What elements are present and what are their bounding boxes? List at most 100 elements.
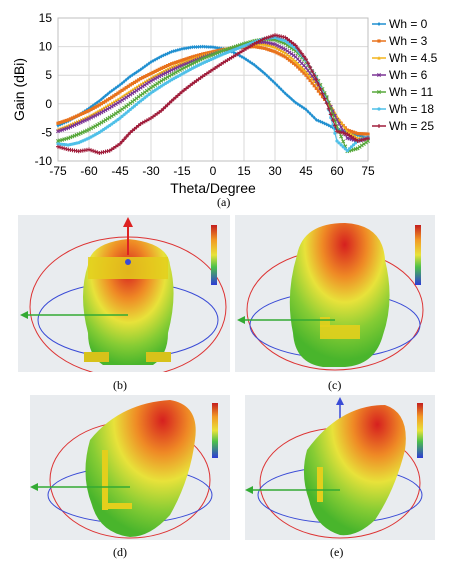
- data-point: [362, 132, 366, 136]
- data-point: [120, 81, 124, 86]
- data-point: [182, 65, 187, 70]
- caption-e: (e): [330, 545, 344, 559]
- data-point: [89, 104, 93, 109]
- data-point: [170, 49, 174, 54]
- series-wh-25: [56, 33, 370, 155]
- data-point: [265, 73, 269, 78]
- data-point: [200, 74, 205, 79]
- data-point: [273, 42, 277, 47]
- data-point: [320, 91, 325, 96]
- data-point: [93, 149, 98, 154]
- data-point: [275, 83, 279, 88]
- data-point: [184, 64, 189, 69]
- data-point: [149, 78, 153, 83]
- data-point: [159, 78, 164, 83]
- data-point: [75, 114, 79, 118]
- data-point: [273, 50, 277, 54]
- data-point: [58, 120, 62, 125]
- data-point: [188, 55, 192, 60]
- data-point: [174, 60, 178, 64]
- data-point: [308, 65, 313, 70]
- data-point: [142, 119, 147, 124]
- data-point: [120, 139, 125, 144]
- data-point: [175, 69, 180, 74]
- data-point: [171, 71, 176, 76]
- data-point: [302, 106, 306, 111]
- data-point: [188, 83, 193, 88]
- data-point: [118, 141, 122, 146]
- data-point: [188, 45, 192, 50]
- data-point: [250, 42, 255, 47]
- data-point: [354, 134, 358, 139]
- data-point: [308, 111, 312, 116]
- data-point: [281, 49, 285, 54]
- data-point: [339, 143, 343, 147]
- data-point: [192, 60, 197, 65]
- data-point: [176, 60, 180, 64]
- data-point: [252, 41, 257, 46]
- y-tick-label: 0: [45, 97, 52, 111]
- data-point: [180, 66, 184, 71]
- data-point: [314, 86, 318, 90]
- data-point: [81, 111, 85, 116]
- data-point: [337, 129, 342, 134]
- data-point: [190, 55, 194, 59]
- data-point: [335, 139, 339, 143]
- data-point: [93, 124, 98, 129]
- data-point: [70, 116, 75, 120]
- x-tick-label: 75: [361, 164, 375, 178]
- data-point: [269, 77, 273, 82]
- x-tick-label: -45: [111, 164, 129, 178]
- data-point: [302, 67, 306, 72]
- data-point: [172, 49, 176, 54]
- x-tick-label: 30: [268, 164, 282, 178]
- data-point: [270, 33, 275, 38]
- data-point: [377, 90, 381, 94]
- data-point: [72, 115, 77, 119]
- data-point: [310, 113, 314, 118]
- data-point: [126, 84, 130, 88]
- data-point: [95, 122, 100, 127]
- y-axis-label: Gain (dBi): [11, 58, 27, 121]
- data-point: [300, 104, 304, 109]
- data-point: [101, 109, 106, 114]
- data-point: [324, 101, 329, 106]
- data-point: [167, 69, 172, 74]
- data-point: [134, 125, 139, 130]
- data-point: [335, 129, 339, 134]
- data-point: [279, 87, 283, 92]
- legend-item: Wh = 3: [372, 34, 428, 48]
- data-point: [184, 86, 189, 91]
- data-point: [99, 120, 104, 125]
- data-point: [184, 57, 188, 61]
- data-point: [312, 73, 317, 78]
- data-point: [80, 130, 85, 135]
- data-point: [279, 48, 283, 53]
- data-point: [87, 116, 91, 121]
- data-point: [173, 66, 178, 71]
- data-point: [361, 137, 366, 142]
- data-point: [99, 110, 104, 115]
- data-point: [248, 44, 253, 49]
- data-point: [252, 62, 256, 67]
- data-point: [264, 35, 269, 40]
- x-tick-label: 15: [237, 164, 251, 178]
- data-point: [345, 132, 350, 137]
- data-point: [271, 79, 275, 84]
- data-point: [124, 134, 129, 139]
- data-point: [271, 49, 275, 53]
- data-point: [105, 106, 110, 111]
- data-point: [377, 22, 381, 26]
- data-point: [213, 45, 217, 50]
- data-point: [145, 73, 149, 78]
- data-point: [254, 40, 259, 45]
- data-point: [325, 122, 329, 127]
- data-point: [151, 77, 156, 82]
- data-point: [91, 114, 96, 119]
- data-point: [297, 48, 302, 53]
- data-point: [283, 91, 287, 96]
- data-point: [132, 126, 137, 131]
- data-point: [194, 59, 199, 64]
- data-point: [82, 129, 87, 134]
- data-point: [377, 107, 381, 111]
